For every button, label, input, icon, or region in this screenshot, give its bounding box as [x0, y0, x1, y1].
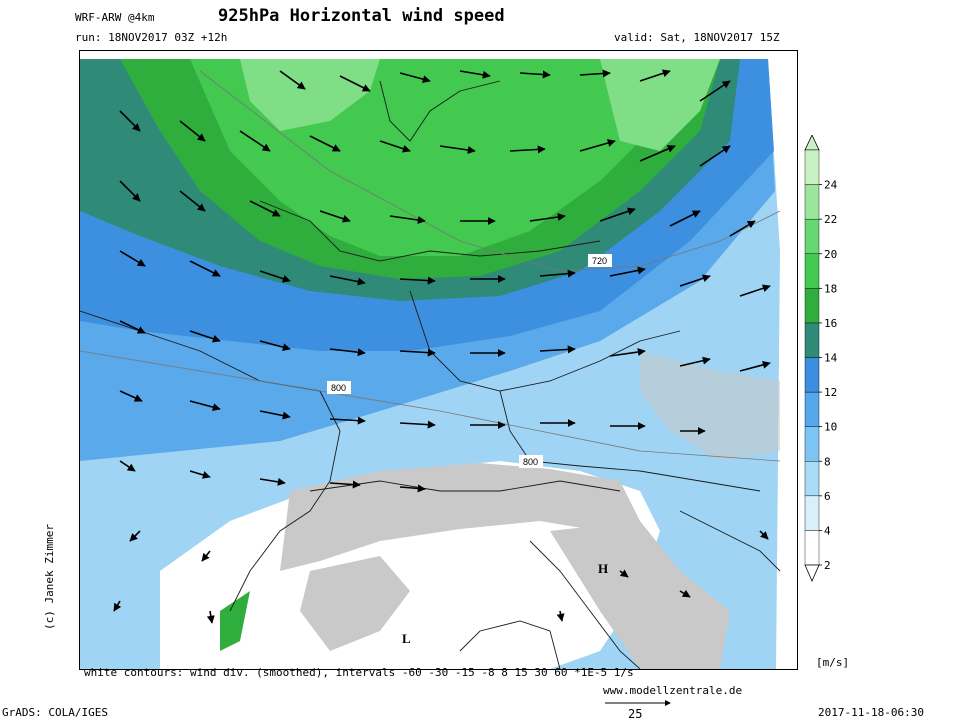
colorbar-tick-label: 10 [824, 421, 837, 434]
low-pressure-marker: L [402, 631, 411, 646]
colorbar-tick-label: 2 [824, 559, 831, 572]
colorbar-swatch [804, 288, 820, 324]
borders [80, 80, 781, 669]
colorbar-tick-label: 12 [824, 386, 837, 399]
colorbar-swatch [804, 322, 820, 358]
wind-vectors [113, 69, 771, 624]
colorbar-tick-label: 4 [824, 524, 831, 537]
terrain-mask-alps [280, 463, 640, 571]
vector-scale-label: 25 [628, 707, 643, 721]
colorbar-top-arrow [804, 135, 820, 151]
colorbar-tick-label: 20 [824, 248, 837, 261]
terrain-mask-east [550, 521, 730, 669]
band-22ms [240, 59, 380, 131]
contour-label-800-west: 800 [331, 383, 346, 393]
vector-scale-arrow [605, 700, 671, 706]
colorbar-swatch [804, 184, 820, 220]
colorbar-swatch [804, 357, 820, 393]
run-label: run: 18NOV2017 03Z +12h [75, 31, 228, 44]
colorbar-swatch [804, 253, 820, 289]
chart-title: 925hPa Horizontal wind speed [218, 6, 505, 26]
colorbar-tick-label: 14 [824, 352, 838, 365]
map-labels: 720 800 800 [327, 254, 612, 468]
contours-note: white contours: wind div. (smoothed), in… [84, 666, 634, 679]
timestamp: 2017-11-18-06:30 [818, 706, 924, 719]
colorbar-swatch [804, 530, 820, 566]
colorbar-tick-label: 18 [824, 282, 837, 295]
wind-speed-map: 720 800 800 H L [79, 50, 798, 670]
colorbar-tick-label: 6 [824, 490, 831, 503]
author-credit: (c) Janek Zimmer [43, 524, 56, 630]
contour-label-800-south: 800 [523, 457, 538, 467]
band-22ms-east [600, 59, 720, 151]
colorbar-swatch [804, 426, 820, 462]
high-pressure-marker: H [598, 561, 608, 576]
corsica-wind [220, 591, 250, 651]
colorbar-swatch [804, 495, 820, 531]
map-canvas: 720 800 800 H L [80, 51, 797, 669]
colorbar-swatch [804, 149, 820, 185]
colorbar-tick-label: 24 [824, 179, 838, 192]
grads-credit: GrADS: COLA/IGES [2, 706, 108, 719]
colorbar-unit: [m/s] [816, 656, 850, 669]
colorbar-swatch [804, 461, 820, 497]
colorbar-swatch [804, 391, 820, 427]
colorbar-tick-label: 8 [824, 455, 831, 468]
colorbar-tick-label: 22 [824, 213, 837, 226]
pressure-contours [80, 70, 781, 462]
contour-label-720: 720 [592, 256, 607, 266]
colorbar-tick-label: 16 [824, 317, 837, 330]
valid-label: valid: Sat, 18NOV2017 15Z [614, 31, 780, 44]
terrain-mask-west [300, 556, 410, 651]
terrain-mask-ne [640, 351, 780, 461]
website-label: www.modellzentrale.de [603, 684, 743, 697]
colorbar-bottom-arrow [804, 564, 820, 582]
colorbar-swatches [804, 135, 820, 582]
model-label: WRF-ARW @4km [75, 11, 155, 24]
colorbar-swatch [804, 218, 820, 254]
